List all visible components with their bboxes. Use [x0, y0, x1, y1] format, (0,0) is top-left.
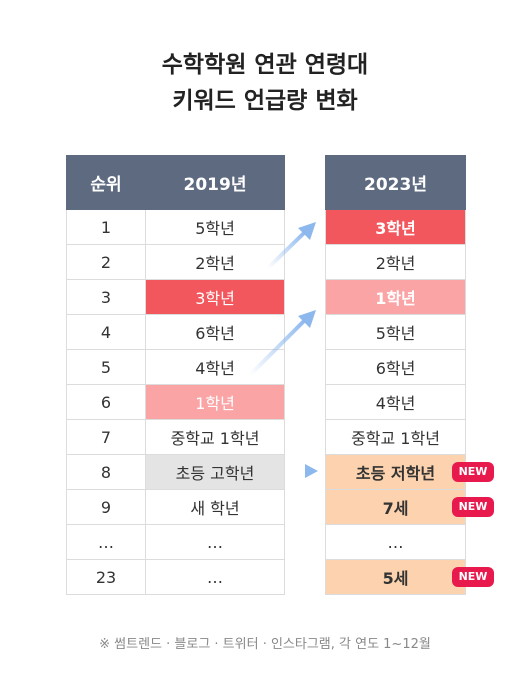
table-row: … — [325, 524, 466, 560]
table-row: 6 1학년 — [66, 384, 285, 420]
keyword-cell: 5학년 — [325, 314, 466, 350]
keyword-cell-new: 5세 — [325, 559, 466, 595]
rank-cell: 2 — [66, 244, 146, 280]
keyword-cell-highlight: 3학년 — [325, 209, 466, 245]
arrow-right-icon — [288, 464, 318, 478]
keyword-cell: 6학년 — [325, 349, 466, 385]
rank-cell: 23 — [66, 559, 146, 595]
table-row: 2학년 — [325, 244, 466, 280]
keyword-cell-highlight: 1학년 — [325, 279, 466, 315]
table-row: 5 4학년 — [66, 349, 285, 385]
keyword-cell-highlight: 1학년 — [145, 384, 285, 420]
table-row: 4 6학년 — [66, 314, 285, 350]
new-badge: NEW — [452, 462, 494, 482]
keyword-cell-new: 7세 — [325, 489, 466, 525]
table-row: 5세 — [325, 559, 466, 595]
rank-cell: 6 — [66, 384, 146, 420]
table-row: 1학년 — [325, 279, 466, 315]
keyword-cell: … — [145, 559, 285, 595]
header-rank: 순위 — [66, 155, 146, 210]
table-row: 7세 — [325, 489, 466, 525]
rank-cell: … — [66, 524, 146, 560]
new-badge: NEW — [452, 497, 494, 517]
header-2023: 2023년 — [325, 155, 466, 210]
keyword-cell-highlight: 3학년 — [145, 279, 285, 315]
table-row: 3학년 — [325, 209, 466, 245]
table-row: 3 3학년 — [66, 279, 285, 315]
rank-cell: 8 — [66, 454, 146, 490]
new-badge: NEW — [452, 567, 494, 587]
table-row: 23… — [66, 559, 285, 595]
table-row: 2 2학년 — [66, 244, 285, 280]
table-2023: 2023년 3학년 2학년 1학년 5학년 6학년 4학년 중학교 1학년 초등… — [325, 155, 466, 595]
header-2019: 2019년 — [145, 155, 285, 210]
title-line-1: 수학학원 연관 연령대 — [161, 52, 369, 78]
table-row: 6학년 — [325, 349, 466, 385]
source-footnote: ※ 썸트렌드 · 블로그 · 트위터 · 인스타그램, 각 연도 1~12월 — [99, 637, 431, 652]
keyword-cell: 2학년 — [325, 244, 466, 280]
keyword-cell: 4학년 — [145, 349, 285, 385]
keyword-cell: 6학년 — [145, 314, 285, 350]
table-row: 1 5학년 — [66, 209, 285, 245]
keyword-cell: 중학교 1학년 — [145, 419, 285, 455]
table-row: 8 초등 고학년 — [66, 454, 285, 490]
keyword-cell: … — [145, 524, 285, 560]
keyword-cell-highlight: 초등 고학년 — [145, 454, 285, 490]
keyword-cell: 5학년 — [145, 209, 285, 245]
keyword-cell: … — [325, 524, 466, 560]
table-row: 5학년 — [325, 314, 466, 350]
table-header: 2023년 — [325, 155, 466, 210]
table-header: 순위 2019년 — [66, 155, 285, 210]
title-line-2: 키워드 언급량 변화 — [172, 88, 358, 114]
keyword-cell: 새 학년 — [145, 489, 285, 525]
arrow-up-icon — [248, 310, 316, 377]
table-2019: 순위 2019년 1 5학년 2 2학년 3 3학년 4 6학년 5 4학년 6 1학년 7… — [66, 155, 285, 595]
keyword-cell: 2학년 — [145, 244, 285, 280]
table-row: …… — [66, 524, 285, 560]
arrow-up-icon — [266, 222, 316, 270]
